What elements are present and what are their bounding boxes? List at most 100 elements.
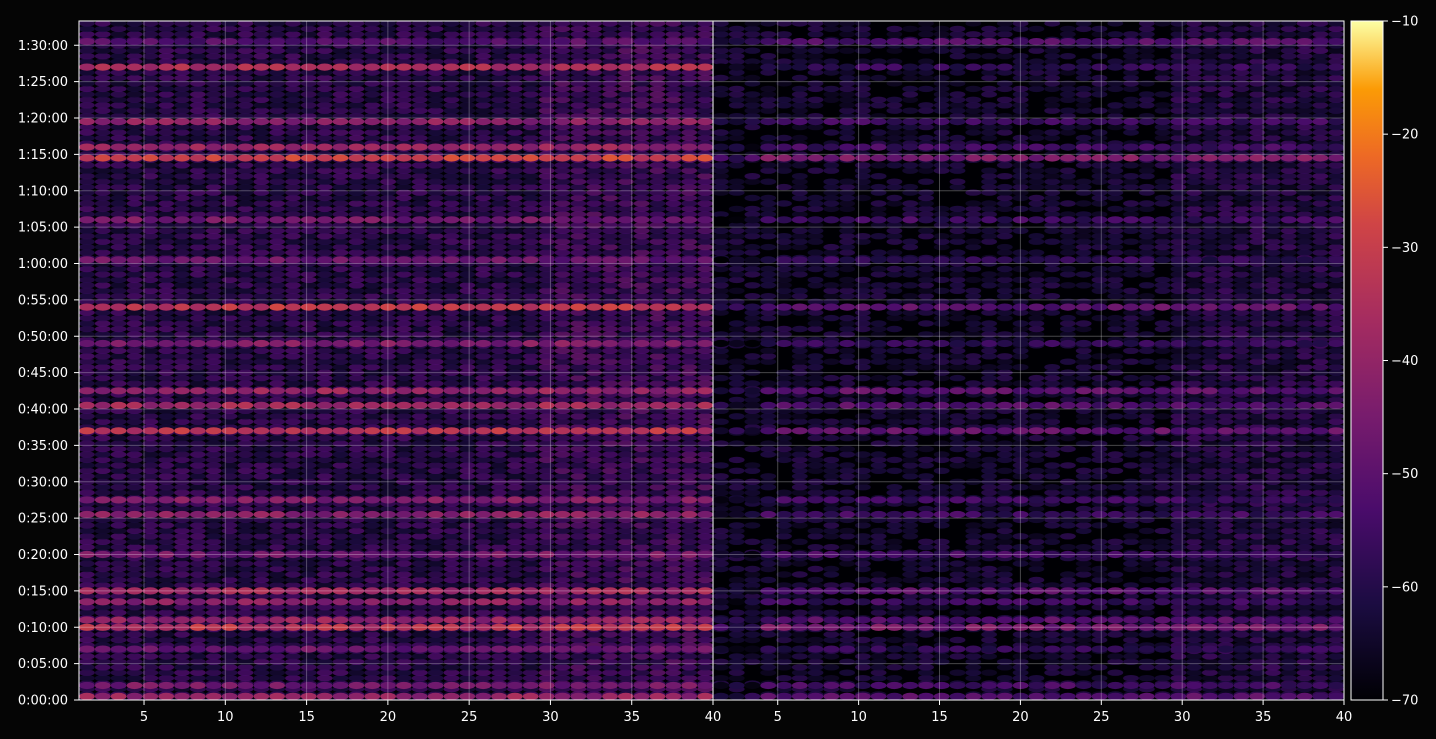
heat-cell <box>221 418 238 425</box>
heat-cell <box>142 467 159 474</box>
heat-cell <box>190 516 206 524</box>
heat-cell <box>142 484 159 491</box>
heat-cell <box>174 265 190 273</box>
heat-cell <box>697 658 713 665</box>
heat-cell <box>538 658 555 665</box>
heat-cell <box>554 582 571 589</box>
heat-cell <box>237 522 254 529</box>
heat-cell <box>348 276 365 284</box>
heat-cell <box>237 527 254 535</box>
heat-cell <box>269 434 285 442</box>
heat-cell <box>411 314 428 322</box>
heat-cell <box>507 85 523 93</box>
heat-cell <box>332 85 349 93</box>
heat-cell <box>681 571 698 578</box>
heat-cell <box>411 374 428 382</box>
heat-cell <box>94 369 111 376</box>
heat-cell <box>427 582 444 589</box>
heat-cell <box>617 576 634 584</box>
heat-cell <box>126 364 143 371</box>
heat-cell <box>507 134 523 142</box>
heat-cell <box>507 538 523 545</box>
heat-cell <box>253 593 270 600</box>
heat-cell <box>253 309 270 316</box>
heat-cell <box>665 358 682 365</box>
heat-cell <box>221 53 238 60</box>
heat-cell <box>633 227 650 234</box>
heat-cell <box>633 484 650 491</box>
heat-cell <box>190 533 206 540</box>
heat-cell <box>570 560 587 567</box>
heat-cell <box>221 636 238 644</box>
heat-cell <box>459 434 476 442</box>
heat-cell <box>190 473 206 480</box>
heat-cell <box>316 227 333 234</box>
heat-cell <box>205 298 222 305</box>
heat-cell <box>443 102 460 109</box>
heat-cell <box>174 162 190 169</box>
heat-cell <box>633 369 650 376</box>
heat-cell <box>332 544 349 551</box>
heat-cell <box>237 653 254 660</box>
heat-cell <box>174 309 190 316</box>
heat-cell <box>94 314 111 322</box>
heat-cell <box>681 440 698 447</box>
heat-cell <box>522 484 539 491</box>
heat-cell <box>253 325 270 333</box>
heat-cell <box>190 25 206 33</box>
heat-cell <box>253 227 270 234</box>
heat-cell <box>348 609 365 616</box>
heat-cell <box>110 309 127 316</box>
heat-cell <box>364 576 381 584</box>
heat-cell <box>554 669 571 676</box>
heat-cell <box>443 162 460 169</box>
heat-cell <box>285 467 301 474</box>
heat-cell <box>221 178 238 185</box>
heat-cell <box>665 265 682 273</box>
heat-cell <box>348 265 365 273</box>
heat-cell <box>665 238 682 245</box>
heat-cell <box>316 675 333 682</box>
heat-cell <box>586 505 602 513</box>
heat-cell <box>507 478 523 485</box>
heat-cell <box>158 675 175 682</box>
heat-cell <box>602 533 618 540</box>
heat-cell <box>475 604 492 611</box>
heat-cell <box>237 227 254 234</box>
heat-cell <box>221 571 238 578</box>
heat-cell <box>205 484 222 491</box>
heat-cell <box>364 473 381 480</box>
heat-cell <box>554 516 571 524</box>
heat-cell <box>633 609 650 616</box>
heat-cell <box>538 456 555 464</box>
heat-cell <box>617 604 634 611</box>
heat-cell <box>190 593 206 600</box>
heat-cell <box>554 85 571 93</box>
heat-cell <box>554 347 571 354</box>
heat-cell <box>348 227 365 234</box>
heat-cell <box>364 265 381 273</box>
heat-cell <box>459 85 476 93</box>
heat-cell <box>110 325 127 333</box>
heat-cell <box>174 380 190 387</box>
heat-cell <box>538 636 555 644</box>
heat-cell <box>364 522 381 529</box>
heat-cell <box>253 53 270 60</box>
heat-cell <box>269 484 285 491</box>
heat-cell <box>190 396 206 404</box>
heat-cell <box>443 478 460 485</box>
heat-cell <box>697 604 713 611</box>
heat-cell <box>126 467 143 474</box>
heat-cell <box>633 298 650 305</box>
heat-cell <box>269 631 285 638</box>
heat-cell <box>570 538 587 545</box>
heat-cell <box>665 527 682 535</box>
heat-cell <box>348 505 365 513</box>
heat-cell <box>348 478 365 485</box>
heat-cell <box>94 533 111 540</box>
heat-cell <box>158 162 175 169</box>
heat-cell <box>380 653 396 660</box>
heat-cell <box>538 178 555 185</box>
heat-cell <box>364 675 381 682</box>
heat-cell <box>348 314 365 322</box>
